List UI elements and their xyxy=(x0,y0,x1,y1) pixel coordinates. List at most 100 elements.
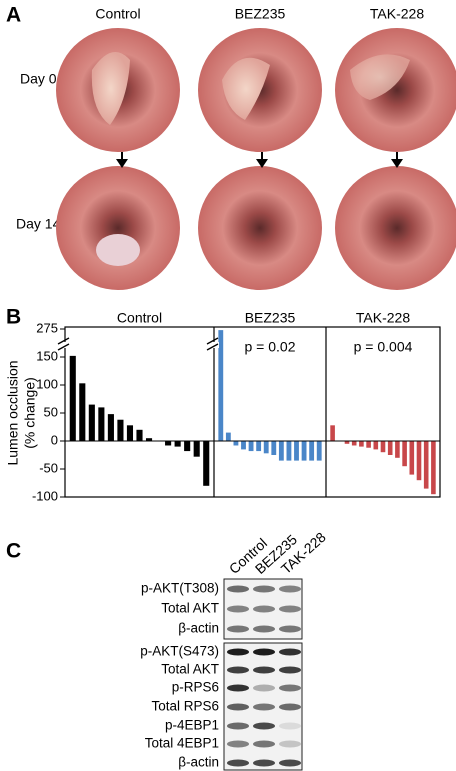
band xyxy=(227,585,249,593)
band xyxy=(227,625,249,633)
band xyxy=(279,666,301,674)
plot-frame xyxy=(64,326,441,498)
y-tick-label: -100 xyxy=(32,488,58,503)
lesion xyxy=(91,52,130,125)
bar xyxy=(126,425,134,441)
bar xyxy=(241,441,246,450)
band xyxy=(279,585,301,593)
bar xyxy=(278,441,284,461)
band xyxy=(227,605,249,613)
lesion xyxy=(350,54,410,100)
bar xyxy=(233,441,239,446)
bar xyxy=(184,441,191,452)
band xyxy=(227,722,249,730)
band xyxy=(279,625,301,633)
band xyxy=(279,759,301,767)
column-label: Control xyxy=(95,6,140,22)
bar xyxy=(366,441,371,448)
band xyxy=(253,625,275,633)
row-label: p-4EBP1 xyxy=(165,718,219,733)
bar xyxy=(79,383,86,441)
bar xyxy=(402,441,407,467)
band xyxy=(253,605,275,613)
bar xyxy=(373,441,379,450)
y-tick-label: 50 xyxy=(44,404,58,419)
bar xyxy=(309,441,315,461)
band xyxy=(253,684,275,692)
endoscopy-image xyxy=(198,166,322,290)
y-tick-label: 275 xyxy=(36,320,58,335)
p-value: p = 0.004 xyxy=(354,339,413,355)
column-label: BEZ235 xyxy=(235,6,286,22)
row-label: Day 14 xyxy=(16,216,61,232)
band xyxy=(279,605,301,613)
arrow-head xyxy=(116,159,128,168)
band xyxy=(253,703,275,711)
band xyxy=(279,740,301,748)
row-label: Total 4EBP1 xyxy=(145,736,219,751)
bar xyxy=(387,441,393,455)
group-label: Control xyxy=(117,310,162,326)
band xyxy=(253,759,275,767)
arrow-head xyxy=(391,159,403,168)
bar xyxy=(136,429,143,441)
row-label: p-AKT(T308) xyxy=(141,581,219,596)
bar xyxy=(117,419,124,441)
axis-break-gap xyxy=(207,342,219,348)
bar xyxy=(69,355,76,441)
row-label: Total AKT xyxy=(161,601,219,616)
bar xyxy=(263,441,269,454)
bar xyxy=(344,441,350,444)
y-tick-label: -50 xyxy=(39,460,58,475)
bar xyxy=(330,425,335,441)
bar xyxy=(248,441,254,452)
endoscopy-images xyxy=(56,28,456,290)
row-label: β-actin xyxy=(178,621,219,636)
band xyxy=(227,759,249,767)
band xyxy=(253,666,275,674)
band xyxy=(227,684,249,692)
bar xyxy=(316,441,322,461)
panel-label: B xyxy=(6,306,21,329)
p-value: p = 0.02 xyxy=(245,339,296,355)
panel-label: C xyxy=(6,540,21,563)
axis-break-gap xyxy=(58,342,70,348)
bar xyxy=(174,441,181,447)
row-label: p-AKT(S473) xyxy=(140,644,219,659)
row-label: Total AKT xyxy=(161,662,219,677)
arrows xyxy=(116,152,403,168)
band xyxy=(227,740,249,748)
bar xyxy=(301,441,307,461)
bar xyxy=(431,441,436,495)
bar xyxy=(225,432,231,441)
band xyxy=(253,585,275,593)
bar xyxy=(193,441,200,457)
bar xyxy=(380,441,386,453)
endoscopy-image xyxy=(335,166,456,290)
row-label: p-RPS6 xyxy=(172,680,219,695)
bar xyxy=(88,404,95,441)
bar xyxy=(271,441,277,455)
group-label: BEZ235 xyxy=(245,310,296,326)
lesion xyxy=(222,57,270,120)
bar xyxy=(351,441,357,446)
endoscopy-image xyxy=(56,166,180,290)
band xyxy=(253,648,275,656)
axis-break xyxy=(206,343,219,351)
lesion xyxy=(96,234,140,266)
bar xyxy=(359,441,364,447)
band xyxy=(227,703,249,711)
bar xyxy=(165,441,172,446)
band xyxy=(253,740,275,748)
bar xyxy=(395,441,400,458)
panel-label: A xyxy=(6,4,21,27)
band xyxy=(279,722,301,730)
band xyxy=(279,648,301,656)
y-tick-label: 150 xyxy=(36,348,58,363)
band xyxy=(253,722,275,730)
bar xyxy=(98,407,105,441)
bar xyxy=(256,441,262,452)
band xyxy=(279,684,301,692)
endoscopy-image xyxy=(335,28,456,152)
